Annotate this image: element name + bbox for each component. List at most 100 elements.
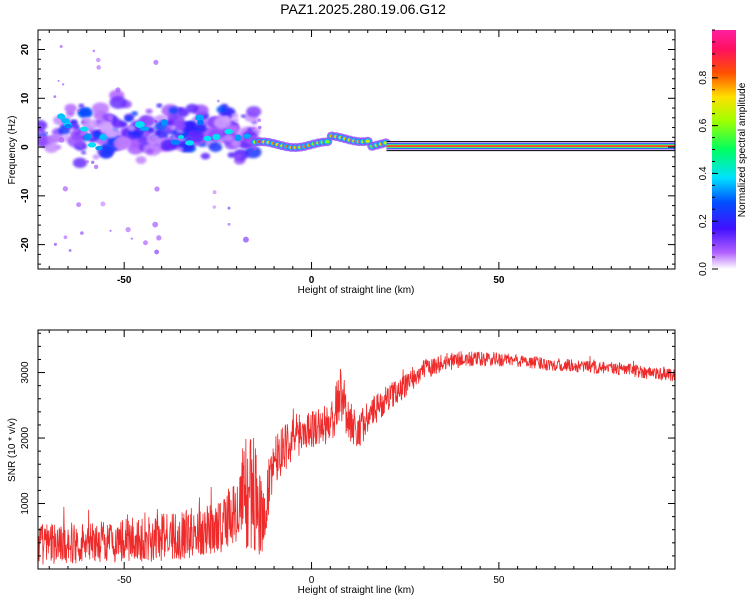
heatmap-cell [212, 133, 221, 141]
heatmap-cell [110, 118, 124, 128]
spectrogram-heatmap [38, 44, 675, 255]
heatmap-cell [113, 136, 131, 149]
heatmap-cell [156, 103, 163, 108]
heatmap-cell [64, 103, 77, 113]
heatmap-cell [216, 105, 227, 114]
y-tick-label: 1000 [20, 492, 31, 515]
heatmap-cell [258, 125, 262, 130]
heatmap-cell [76, 202, 82, 208]
heatmap-cell [244, 146, 262, 159]
heatmap-cell [38, 120, 48, 131]
heatmap-cell [234, 134, 242, 142]
heatmap-cell [257, 118, 262, 123]
heatmap-cell [152, 221, 159, 228]
heatmap-cell [138, 135, 150, 144]
heatmap-cell [81, 150, 87, 155]
heatmap-cell [154, 120, 158, 124]
heatmap-cell [216, 99, 220, 103]
heatmap-cell [77, 109, 81, 113]
heatmap-cell [227, 152, 236, 158]
heatmap-cell [92, 49, 96, 53]
heatmap-cell [57, 79, 60, 82]
heatmap-cell [224, 128, 233, 135]
heatmap-cell [153, 59, 159, 65]
x-tick-label: -50 [117, 275, 132, 286]
heatmap-cell [91, 102, 110, 115]
heatmap-cell [233, 118, 239, 123]
heatmap-cell [57, 113, 66, 120]
heatmap-cell [62, 186, 68, 192]
heatmap-cell [234, 154, 243, 160]
snr-ticks: -50 0 50 1000 2000 3000 [20, 330, 675, 586]
x-tick-label: -50 [117, 575, 132, 586]
heatmap-cell [100, 201, 106, 207]
x-tick-label: 0 [309, 575, 315, 586]
x-tick-label: 50 [493, 275, 505, 286]
heatmap-cell [227, 206, 231, 210]
heatmap-cell [59, 44, 63, 49]
y-tick-label: 10 [20, 92, 31, 104]
heatmap-cell [41, 129, 44, 133]
spectrogram-panel: -50 0 50 -20 -10 0 10 20 Height of straight lin… [7, 29, 676, 296]
heatmap-cell [99, 148, 113, 159]
heatmap-cell [134, 121, 145, 128]
heatmap-cell [143, 240, 148, 246]
heatmap-cell [80, 126, 89, 132]
snr-panel: -50 0 50 1000 2000 3000 Height of straight li… [7, 329, 676, 596]
heatmap-cell [130, 237, 133, 240]
heatmap-cell [93, 164, 99, 170]
heatmap-cell [97, 120, 113, 132]
heatmap-cell [95, 145, 103, 151]
colorbar-gradient [712, 30, 736, 269]
heatmap-cell [243, 236, 249, 243]
heatmap-cell [127, 125, 136, 132]
heatmap-cell [78, 103, 85, 108]
heatmap-cell [365, 139, 370, 143]
heatmap-cell [103, 129, 116, 139]
heatmap-cell [243, 133, 251, 139]
heatmap-cell [72, 157, 88, 169]
heatmap-cell [61, 83, 65, 86]
heatmap-cell [91, 160, 95, 164]
heatmap-cell [195, 114, 205, 122]
heatmap-cell [99, 133, 107, 141]
snr-background [38, 330, 675, 569]
colorbar-tick-label: 0.0 [698, 262, 709, 276]
colorbar-tick-label: 0.2 [698, 214, 709, 228]
heatmap-cell [223, 134, 234, 142]
heatmap-cell [146, 148, 154, 154]
heatmap-cell [246, 106, 262, 118]
heatmap-cell [96, 57, 101, 63]
heatmap-cell [230, 113, 239, 119]
heatmap-cell [145, 108, 153, 114]
figure-title: PAZ1.2025.280.19.06.G12 [280, 1, 446, 17]
heatmap-cell [98, 129, 101, 132]
colorbar-tick-label: 0.6 [698, 118, 709, 132]
colorbar: 0.0 0.2 0.4 0.6 0.8 Normalized spectral ampl… [698, 29, 748, 276]
heatmap-cell [47, 135, 60, 145]
heatmap-cell [154, 249, 160, 255]
x-tick-label: 50 [493, 575, 505, 586]
colorbar-ticks: 0.0 0.2 0.4 0.6 0.8 [698, 29, 718, 276]
heatmap-cell [208, 142, 223, 153]
heatmap-cell [177, 147, 184, 152]
heatmap-cell [87, 142, 97, 148]
snr-frame [37, 329, 676, 570]
heatmap-cell [109, 96, 127, 109]
heatmap-cell [64, 123, 73, 129]
heatmap-cell [135, 156, 147, 165]
spectrogram-ticks: -50 0 50 -20 -10 0 10 20 [20, 29, 675, 286]
x-tick-label: 0 [309, 275, 315, 286]
heatmap-cell [53, 242, 57, 246]
heatmap-cell [213, 116, 232, 130]
heatmap-cell [115, 87, 121, 93]
heatmap-cell [197, 119, 204, 126]
y-tick-label: 0 [20, 144, 31, 150]
heatmap-cell [170, 139, 181, 146]
heatmap-cell [63, 235, 68, 240]
heatmap-cell [44, 142, 59, 153]
heatmap-cell [154, 186, 160, 192]
heatmap-cell [58, 137, 65, 143]
heatmap-cell [80, 231, 84, 235]
